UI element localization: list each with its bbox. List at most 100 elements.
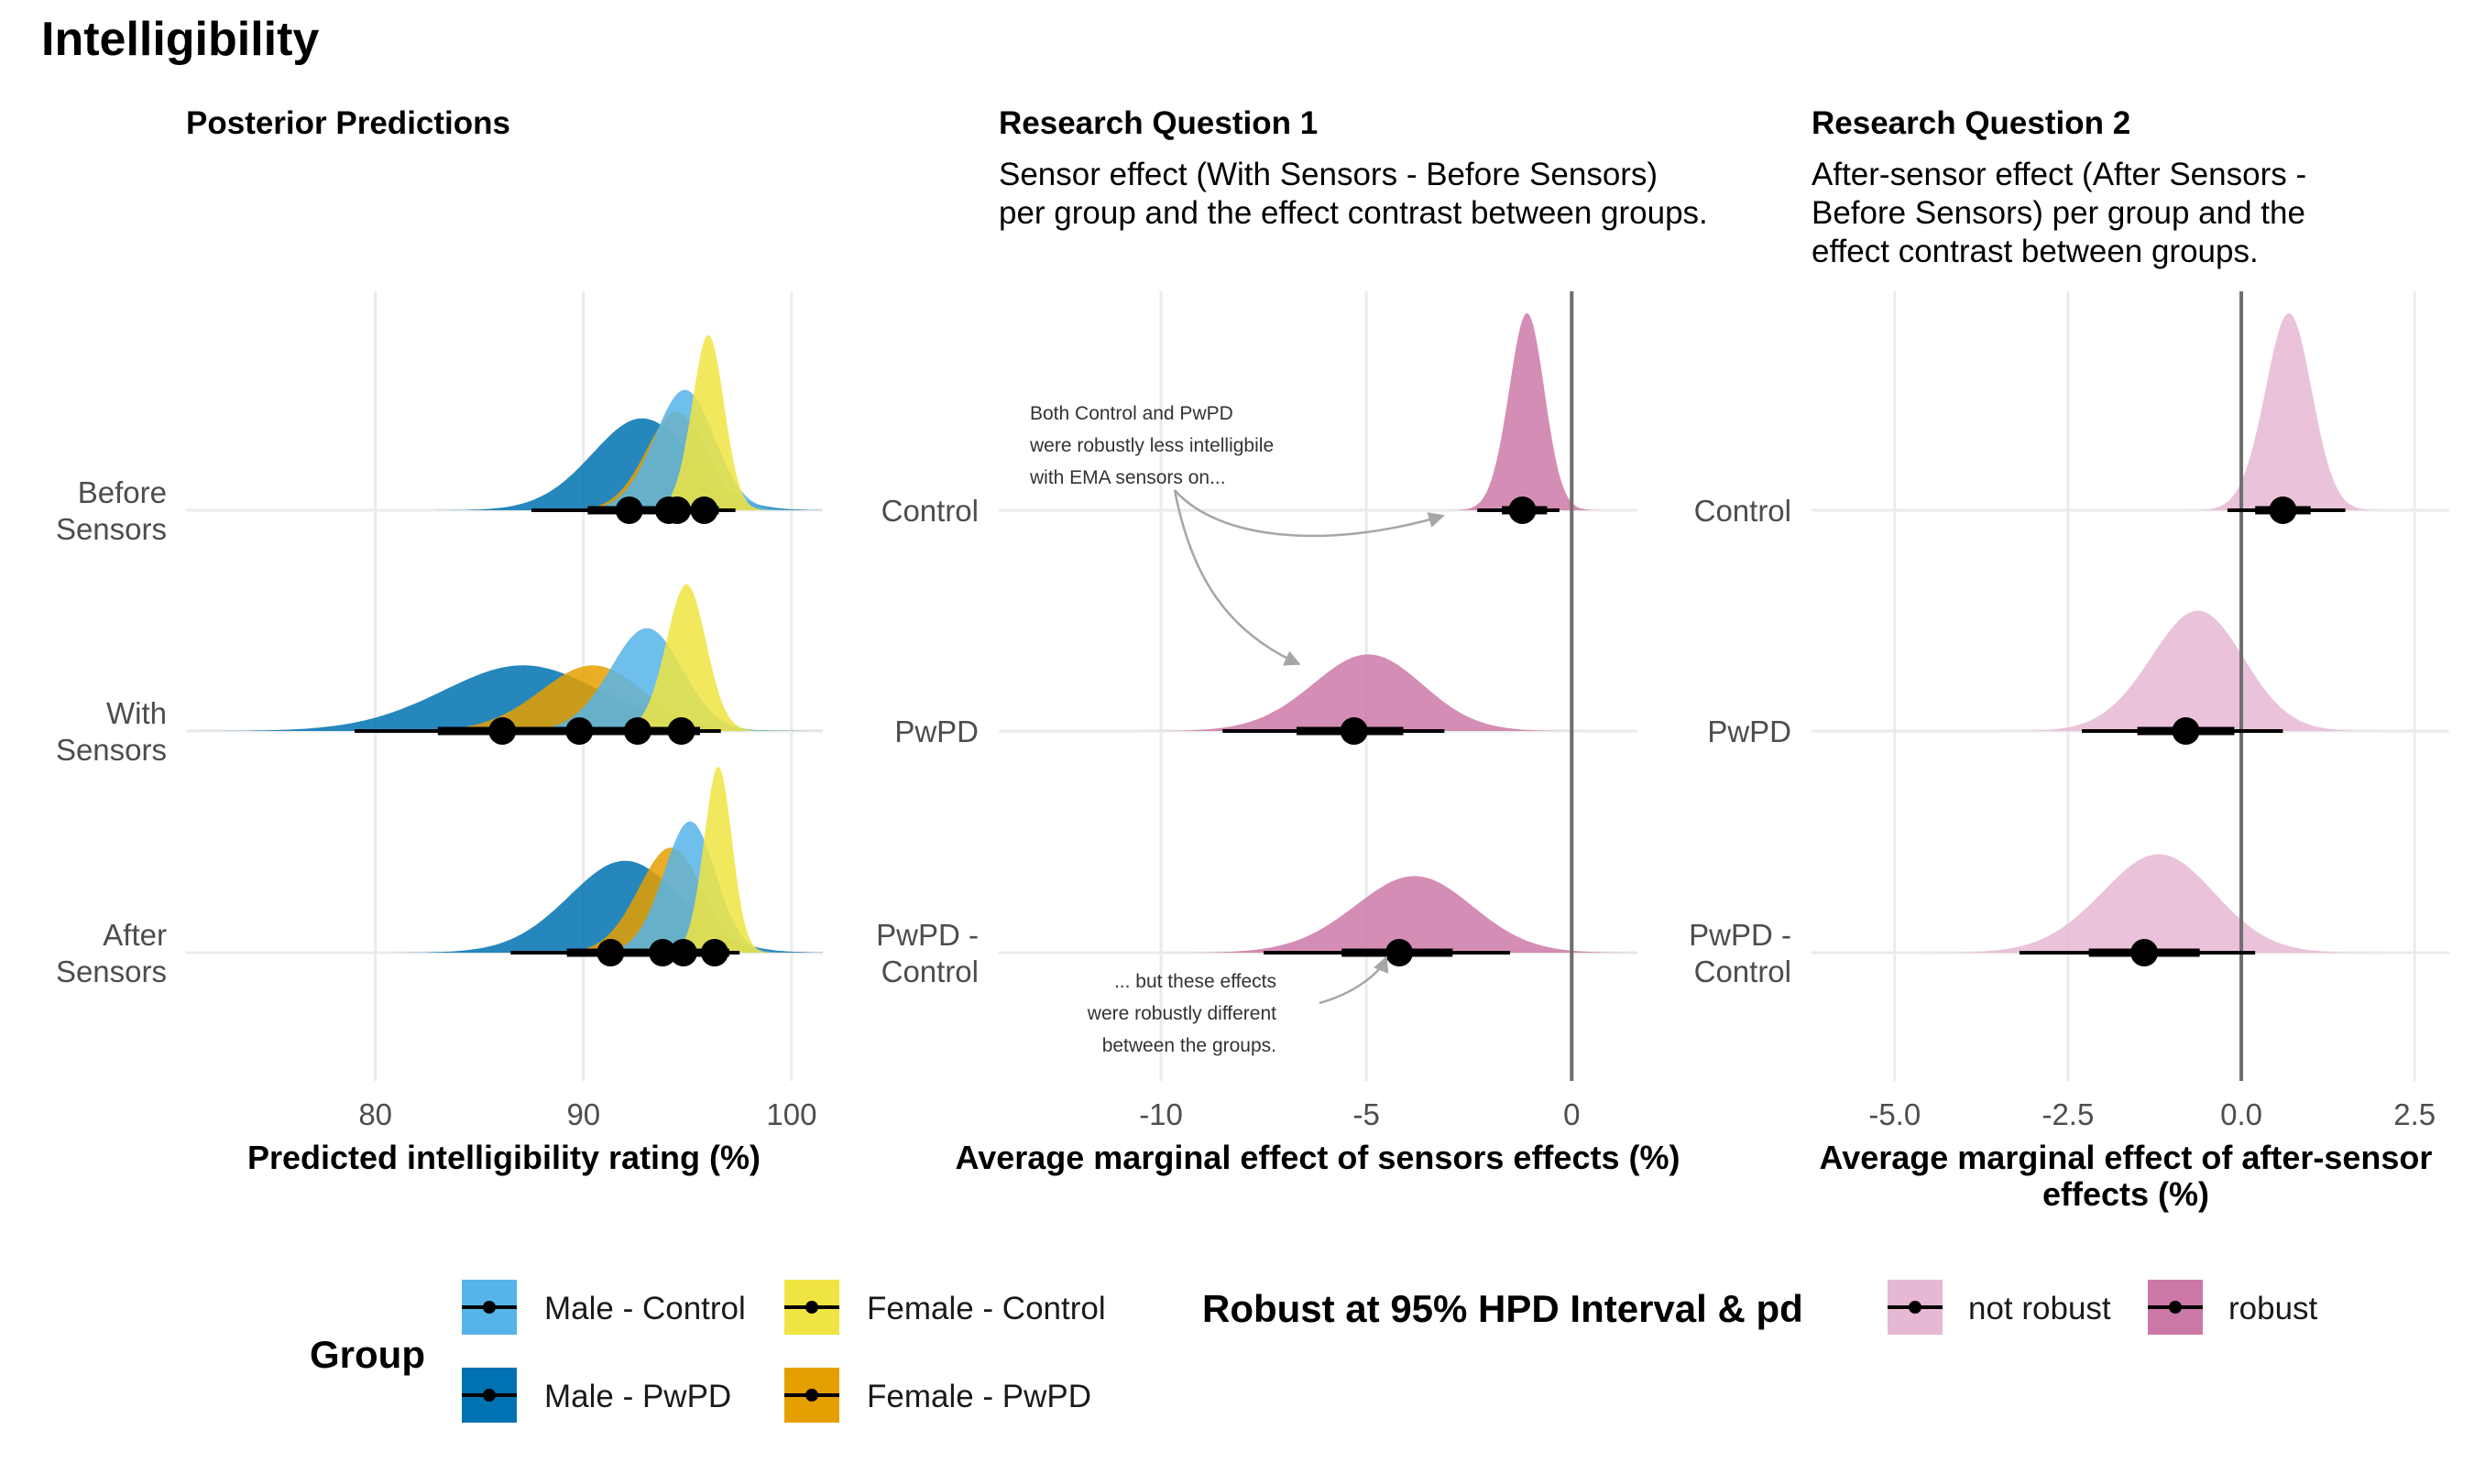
legend-key-point bbox=[805, 1301, 818, 1314]
density-not-robust bbox=[1897, 854, 2392, 953]
annotation-line: were robustly different bbox=[1087, 1003, 1276, 1024]
panel-subtitle-line: Before Sensors) per group and the bbox=[1812, 195, 2305, 231]
density-female-control bbox=[594, 584, 769, 731]
legend-item-female-control: Female - Control bbox=[784, 1280, 1106, 1335]
panel-subtitle-line: effect contrast between groups. bbox=[1812, 234, 2259, 269]
legend-key-point bbox=[483, 1389, 496, 1402]
figure-title: Intelligibility bbox=[41, 13, 319, 66]
y-tick-label: Sensors bbox=[56, 733, 167, 767]
x-tick-label: 90 bbox=[566, 1097, 600, 1131]
panel-title: Posterior Predictions bbox=[186, 105, 510, 141]
legend-label: not robust bbox=[1968, 1291, 2111, 1326]
legend-title: Group bbox=[310, 1333, 425, 1376]
legend-label: Female - PwPD bbox=[867, 1379, 1091, 1414]
x-tick-label: 100 bbox=[766, 1097, 816, 1131]
x-tick-label: 80 bbox=[358, 1097, 392, 1131]
density-not-robust bbox=[2181, 313, 2385, 510]
panel-subtitle-line: Sensor effect (With Sensors - Before Sen… bbox=[999, 157, 1658, 192]
x-axis-label: effects (%) bbox=[2042, 1175, 2209, 1213]
x-tick-label: -5 bbox=[1352, 1097, 1379, 1131]
y-tick-label: Control bbox=[1694, 494, 1791, 528]
legend-key-point bbox=[1909, 1301, 1921, 1314]
y-tick-label: After bbox=[103, 918, 167, 952]
legend-label: Female - Control bbox=[867, 1291, 1106, 1326]
median-point bbox=[690, 496, 718, 524]
y-tick-label: PwPD bbox=[1707, 715, 1791, 748]
y-tick-label: Control bbox=[1694, 955, 1791, 988]
density-male-pwpd bbox=[366, 860, 823, 953]
x-tick-label: 2.5 bbox=[2393, 1097, 2436, 1131]
legend-key-point bbox=[2169, 1301, 2182, 1314]
x-axis-label: Average marginal effect of after-sensor bbox=[1820, 1139, 2433, 1176]
x-axis-label: Predicted intelligibility rating (%) bbox=[247, 1139, 761, 1176]
panel-title: Research Question 1 bbox=[999, 105, 1318, 141]
density-male-pwpd bbox=[186, 665, 823, 731]
panel-subtitle-line: After-sensor effect (After Sensors - bbox=[1812, 157, 2306, 192]
median-point bbox=[700, 939, 728, 966]
median-point bbox=[2269, 496, 2297, 524]
legend-key-point bbox=[483, 1301, 496, 1314]
panel-subtitle-line: per group and the effect contrast betwee… bbox=[999, 195, 1708, 231]
annotation-line: with EMA sensors on... bbox=[1029, 467, 1226, 488]
y-tick-label: PwPD - bbox=[876, 918, 979, 952]
x-tick-label: -2.5 bbox=[2042, 1097, 2094, 1131]
annotation-arrow bbox=[1173, 489, 1301, 666]
legend-item-male-pwpd: Male - PwPD bbox=[462, 1368, 731, 1423]
y-tick-label: Control bbox=[881, 494, 979, 528]
legend-item-male-control: Male - Control bbox=[462, 1280, 746, 1335]
annotation-arrow bbox=[1319, 955, 1389, 1005]
legend-item-female-pwpd: Female - PwPD bbox=[784, 1368, 1091, 1423]
panel-research-question-1: Research Question 1 Sensor effect (With … bbox=[876, 105, 1708, 1176]
density-robust bbox=[1444, 313, 1601, 510]
panel-research-question-2: Research Question 2 After-sensor effect … bbox=[1689, 105, 2449, 1213]
density-female-pwpd bbox=[352, 665, 807, 731]
y-tick-label: Sensors bbox=[56, 955, 167, 988]
density-female-control bbox=[653, 766, 776, 953]
density-not-robust bbox=[1982, 610, 2390, 731]
median-point bbox=[2130, 939, 2159, 966]
x-tick-label: -10 bbox=[1139, 1097, 1183, 1131]
density-male-control bbox=[480, 627, 795, 731]
density-robust bbox=[1140, 876, 1637, 953]
x-tick-label: -5.0 bbox=[1868, 1097, 1921, 1131]
y-tick-label: Before bbox=[78, 475, 167, 509]
panel-title: Research Question 2 bbox=[1812, 105, 2130, 141]
legend-label: Male - PwPD bbox=[544, 1379, 731, 1414]
legend-item-robust: robust bbox=[2148, 1280, 2318, 1335]
legend-label: Male - Control bbox=[544, 1291, 746, 1326]
annotation-line: were robustly less intelligbile bbox=[1029, 435, 1274, 456]
legend-label: robust bbox=[2228, 1291, 2318, 1326]
density-robust bbox=[1112, 654, 1596, 731]
x-tick-label: 0 bbox=[1563, 1097, 1580, 1131]
annotation-line: between the groups. bbox=[1102, 1035, 1276, 1056]
legend-key-point bbox=[805, 1389, 818, 1402]
y-tick-label: Sensors bbox=[56, 512, 167, 546]
median-point bbox=[1385, 939, 1414, 966]
median-point bbox=[2172, 717, 2200, 745]
annotation-top: Both Control and PwPD were robustly less… bbox=[1029, 403, 1445, 666]
median-point bbox=[1340, 717, 1368, 745]
median-point bbox=[667, 717, 695, 745]
density-male-control bbox=[545, 389, 809, 510]
y-tick-label: PwPD - bbox=[1689, 918, 1791, 952]
x-tick-label: 0.0 bbox=[2220, 1097, 2262, 1131]
density-male-control bbox=[569, 821, 797, 953]
y-tick-label: Control bbox=[881, 955, 979, 988]
legend-robust: Robust at 95% HPD Interval & pd not robu… bbox=[1202, 1280, 2318, 1335]
panel-posterior-predictions: Posterior Predictions BeforeSensorsWithS… bbox=[56, 105, 823, 1176]
legend-title: Robust at 95% HPD Interval & pd bbox=[1202, 1287, 1803, 1330]
density-female-control bbox=[634, 334, 774, 510]
median-point bbox=[1508, 496, 1537, 524]
legend-group: Group Male - Control Female - Control Ma… bbox=[310, 1280, 1106, 1423]
annotation-bottom: ... but these effects were robustly diff… bbox=[1087, 955, 1389, 1056]
annotation-line: Both Control and PwPD bbox=[1030, 403, 1233, 424]
legend-item-not-robust: not robust bbox=[1888, 1280, 2111, 1335]
annotation-arrow bbox=[1174, 489, 1445, 538]
x-axis-label: Average marginal effect of sensors effec… bbox=[956, 1139, 1680, 1176]
y-tick-label: PwPD bbox=[894, 715, 979, 748]
annotation-line: ... but these effects bbox=[1114, 971, 1276, 992]
